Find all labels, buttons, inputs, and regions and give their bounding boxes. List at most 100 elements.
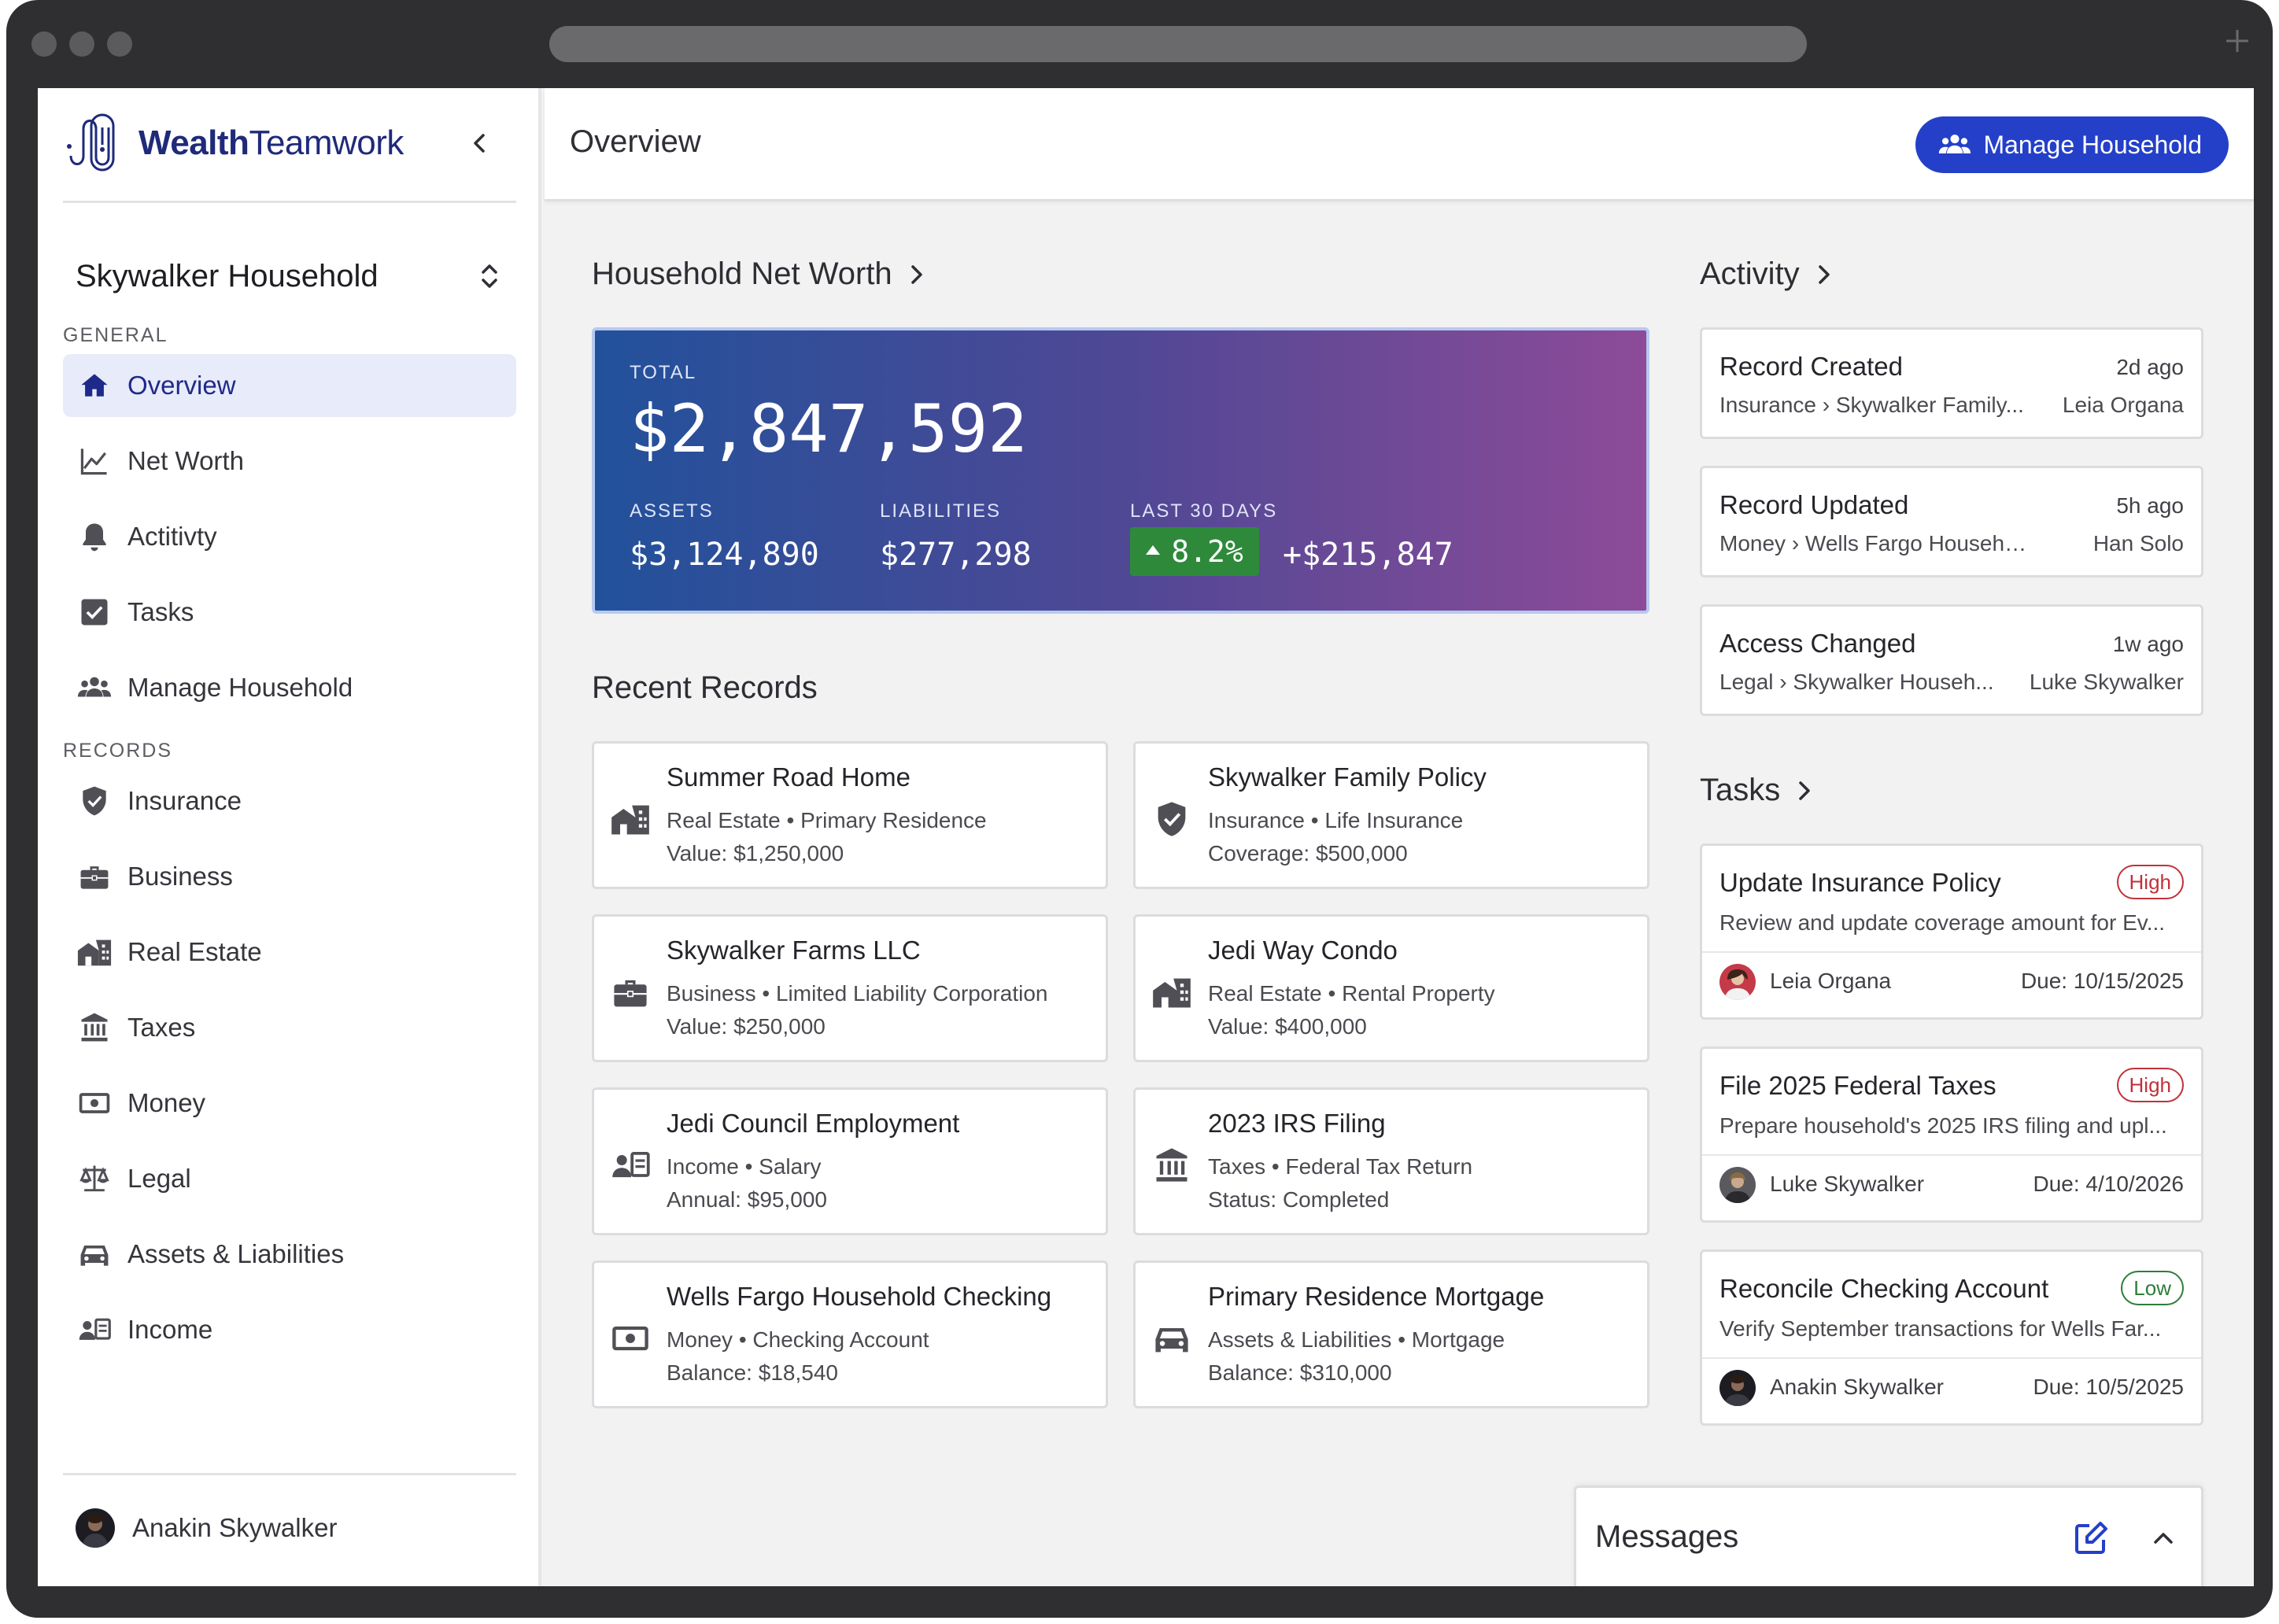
- record-category: Insurance • Life Insurance: [1208, 808, 1464, 832]
- recent-records-heading: Recent Records: [592, 670, 818, 706]
- activity-item[interactable]: Record Created 2d ago Insurance › Skywal…: [1700, 327, 2203, 439]
- liabilities-label: LIABILITIES: [880, 500, 1002, 522]
- record-card[interactable]: Skywalker Family Policy Insurance • Life…: [1133, 741, 1649, 889]
- window-close-dot[interactable]: [31, 31, 57, 57]
- priority-badge: Low: [2121, 1271, 2184, 1305]
- chevron-right-icon: [910, 264, 922, 284]
- liabilities-value: $277,298: [880, 537, 1032, 573]
- tasks-heading[interactable]: Tasks: [1700, 773, 1818, 808]
- task-due-date: Due: 10/15/2025: [2020, 969, 2184, 993]
- task-card[interactable]: Reconcile Checking Account Low Verify Se…: [1700, 1249, 2203, 1426]
- avatar: [1719, 1370, 1756, 1406]
- nav-activity[interactable]: Actitivty: [63, 505, 516, 568]
- shield-icon: [1158, 802, 1186, 836]
- activity-user: Leia Organa: [2062, 393, 2184, 417]
- window-minimize-dot[interactable]: [69, 31, 94, 57]
- record-category: Real Estate • Primary Residence: [667, 808, 987, 832]
- record-card[interactable]: Jedi Way Condo Real Estate • Rental Prop…: [1133, 914, 1649, 1062]
- record-title: Skywalker Farms LLC: [667, 936, 921, 965]
- nav-money[interactable]: Money: [63, 1072, 516, 1135]
- top-bar: Overview Manage Household: [545, 88, 2254, 201]
- current-user-name: Anakin Skywalker: [132, 1513, 338, 1542]
- record-card[interactable]: Summer Road Home Real Estate • Primary R…: [592, 741, 1108, 889]
- nav-label: Business: [127, 862, 233, 891]
- briefcase-icon: [614, 980, 647, 1007]
- record-card[interactable]: Skywalker Farms LLC Business • Limited L…: [592, 914, 1108, 1062]
- activity-title: Access Changed: [1719, 629, 1916, 658]
- assets-label: ASSETS: [630, 500, 714, 522]
- task-assignee: Anakin Skywalker: [1770, 1375, 1944, 1399]
- activity-title: Record Updated: [1719, 490, 1909, 519]
- bank-icon: [1156, 1148, 1188, 1182]
- activity-user: Han Solo: [2092, 531, 2184, 555]
- record-title: Jedi Council Employment: [667, 1109, 960, 1138]
- nav-label: Tasks: [127, 597, 194, 626]
- record-value: Value: $1,250,000: [667, 841, 844, 866]
- brand-logo[interactable]: WealthTeamwork: [63, 110, 404, 176]
- nav-label: Assets & Liabilities: [127, 1239, 345, 1268]
- manage-household-label: Manage Household: [1983, 130, 2202, 159]
- activity-time: 1w ago: [2112, 632, 2184, 656]
- address-bar[interactable]: [549, 26, 1807, 62]
- nav-label: Income: [127, 1315, 213, 1344]
- assets-value: $3,124,890: [630, 537, 819, 573]
- household-switcher[interactable]: Skywalker Household: [76, 241, 516, 312]
- compose-icon[interactable]: [2072, 1519, 2110, 1557]
- record-value: Balance: $310,000: [1208, 1360, 1392, 1385]
- task-divider: [1702, 951, 2201, 953]
- scales-icon: [76, 1160, 113, 1198]
- chevron-right-icon: [1818, 264, 1830, 284]
- record-card[interactable]: Primary Residence Mortgage Assets & Liab…: [1133, 1260, 1649, 1408]
- new-tab-icon[interactable]: [2222, 25, 2253, 57]
- manage-household-button[interactable]: Manage Household: [1915, 116, 2229, 173]
- task-description: Review and update coverage amount for Ev…: [1719, 910, 2166, 935]
- task-card[interactable]: File 2025 Federal Taxes High Prepare hou…: [1700, 1046, 2203, 1223]
- nav-legal[interactable]: Legal: [63, 1147, 516, 1210]
- window-maximize-dot[interactable]: [107, 31, 132, 57]
- nav-manage-household[interactable]: Manage Household: [63, 656, 516, 719]
- activity-heading[interactable]: Activity: [1700, 257, 1838, 292]
- activity-time: 2d ago: [2116, 355, 2184, 379]
- change-amount: +$215,847: [1283, 537, 1453, 573]
- record-card[interactable]: Wells Fargo Household Checking Money • C…: [592, 1260, 1108, 1408]
- nav-label: Net Worth: [127, 446, 244, 475]
- record-card[interactable]: 2023 IRS Filing Taxes • Federal Tax Retu…: [1133, 1087, 1649, 1235]
- chevron-right-icon: [1799, 781, 1810, 800]
- record-card[interactable]: Jedi Council Employment Income • Salary …: [592, 1087, 1108, 1235]
- nav-taxes[interactable]: Taxes: [63, 996, 516, 1059]
- nav-tasks[interactable]: Tasks: [63, 581, 516, 644]
- logo-mark-icon: [67, 113, 115, 172]
- task-description: Prepare household's 2025 IRS filing and …: [1719, 1113, 2167, 1138]
- activity-item[interactable]: Access Changed 1w ago Legal › Skywalker …: [1700, 604, 2203, 716]
- record-title: Summer Road Home: [667, 762, 910, 792]
- task-title: Reconcile Checking Account: [1719, 1274, 2049, 1303]
- record-title: Skywalker Family Policy: [1208, 762, 1487, 792]
- tasks-title: Tasks: [1700, 773, 1781, 807]
- collapse-sidebar-icon[interactable]: [463, 126, 497, 161]
- task-divider: [1702, 1154, 2201, 1156]
- nav-insurance[interactable]: Insurance: [63, 770, 516, 832]
- net-worth-card[interactable]: TOTAL $2,847,592 ASSETS $3,124,890 LIABI…: [592, 327, 1649, 614]
- brand-name: WealthTeamwork: [139, 124, 404, 162]
- nav-net-worth[interactable]: Net Worth: [63, 430, 516, 493]
- car-icon: [1155, 1328, 1188, 1353]
- net-worth-heading[interactable]: Household Net Worth: [592, 257, 930, 292]
- nav-assets-liabilities[interactable]: Assets & Liabilities: [63, 1223, 516, 1286]
- car-icon: [76, 1235, 113, 1273]
- task-title: File 2025 Federal Taxes: [1719, 1071, 1996, 1100]
- task-card[interactable]: Update Insurance Policy High Review and …: [1700, 843, 2203, 1020]
- nav-income[interactable]: Income: [63, 1298, 516, 1361]
- activity-path: Insurance › Skywalker Family...: [1719, 393, 2024, 417]
- current-user[interactable]: Anakin Skywalker: [76, 1504, 337, 1552]
- activity-title: Record Created: [1719, 352, 1903, 381]
- activity-item[interactable]: Record Updated 5h ago Money › Wells Farg…: [1700, 466, 2203, 578]
- nav-real-estate[interactable]: Real Estate: [63, 921, 516, 984]
- nav-label: Manage Household: [127, 673, 353, 702]
- messages-panel[interactable]: Messages: [1574, 1486, 2203, 1586]
- record-value: Status: Completed: [1208, 1187, 1390, 1212]
- nav-business[interactable]: Business: [63, 845, 516, 908]
- nav-overview[interactable]: Overview: [63, 354, 516, 417]
- change-label: LAST 30 DAYS: [1130, 500, 1278, 522]
- chevron-up-icon[interactable]: [2148, 1522, 2179, 1554]
- arrow-up-icon: [1146, 545, 1161, 555]
